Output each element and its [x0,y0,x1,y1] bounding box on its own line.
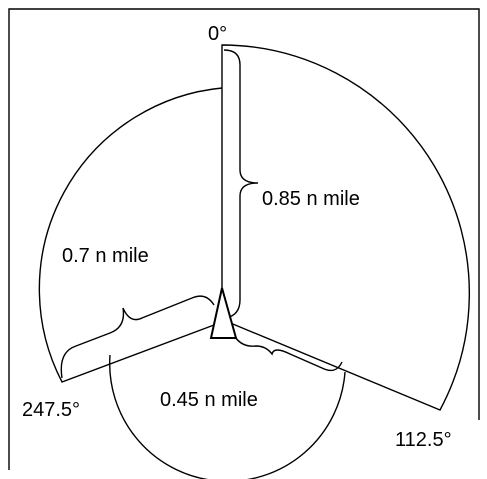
bearing-label: 247.5° [22,399,80,421]
range-label: 0.85 n mile [262,188,360,210]
bearing-label: 0° [208,23,227,45]
vessel [209,287,238,339]
range-label: 0.45 n mile [160,389,258,411]
brace-085 [223,49,259,319]
sector-112-247 [108,354,346,479]
bearing-label: 112.5° [395,429,452,451]
brace-07 [60,295,215,379]
sector-247-360 [38,87,223,383]
sector-0-112 [221,44,471,411]
range-label: 0.7 n mile [62,245,149,267]
frame [8,8,480,470]
brace-045 [231,331,343,372]
